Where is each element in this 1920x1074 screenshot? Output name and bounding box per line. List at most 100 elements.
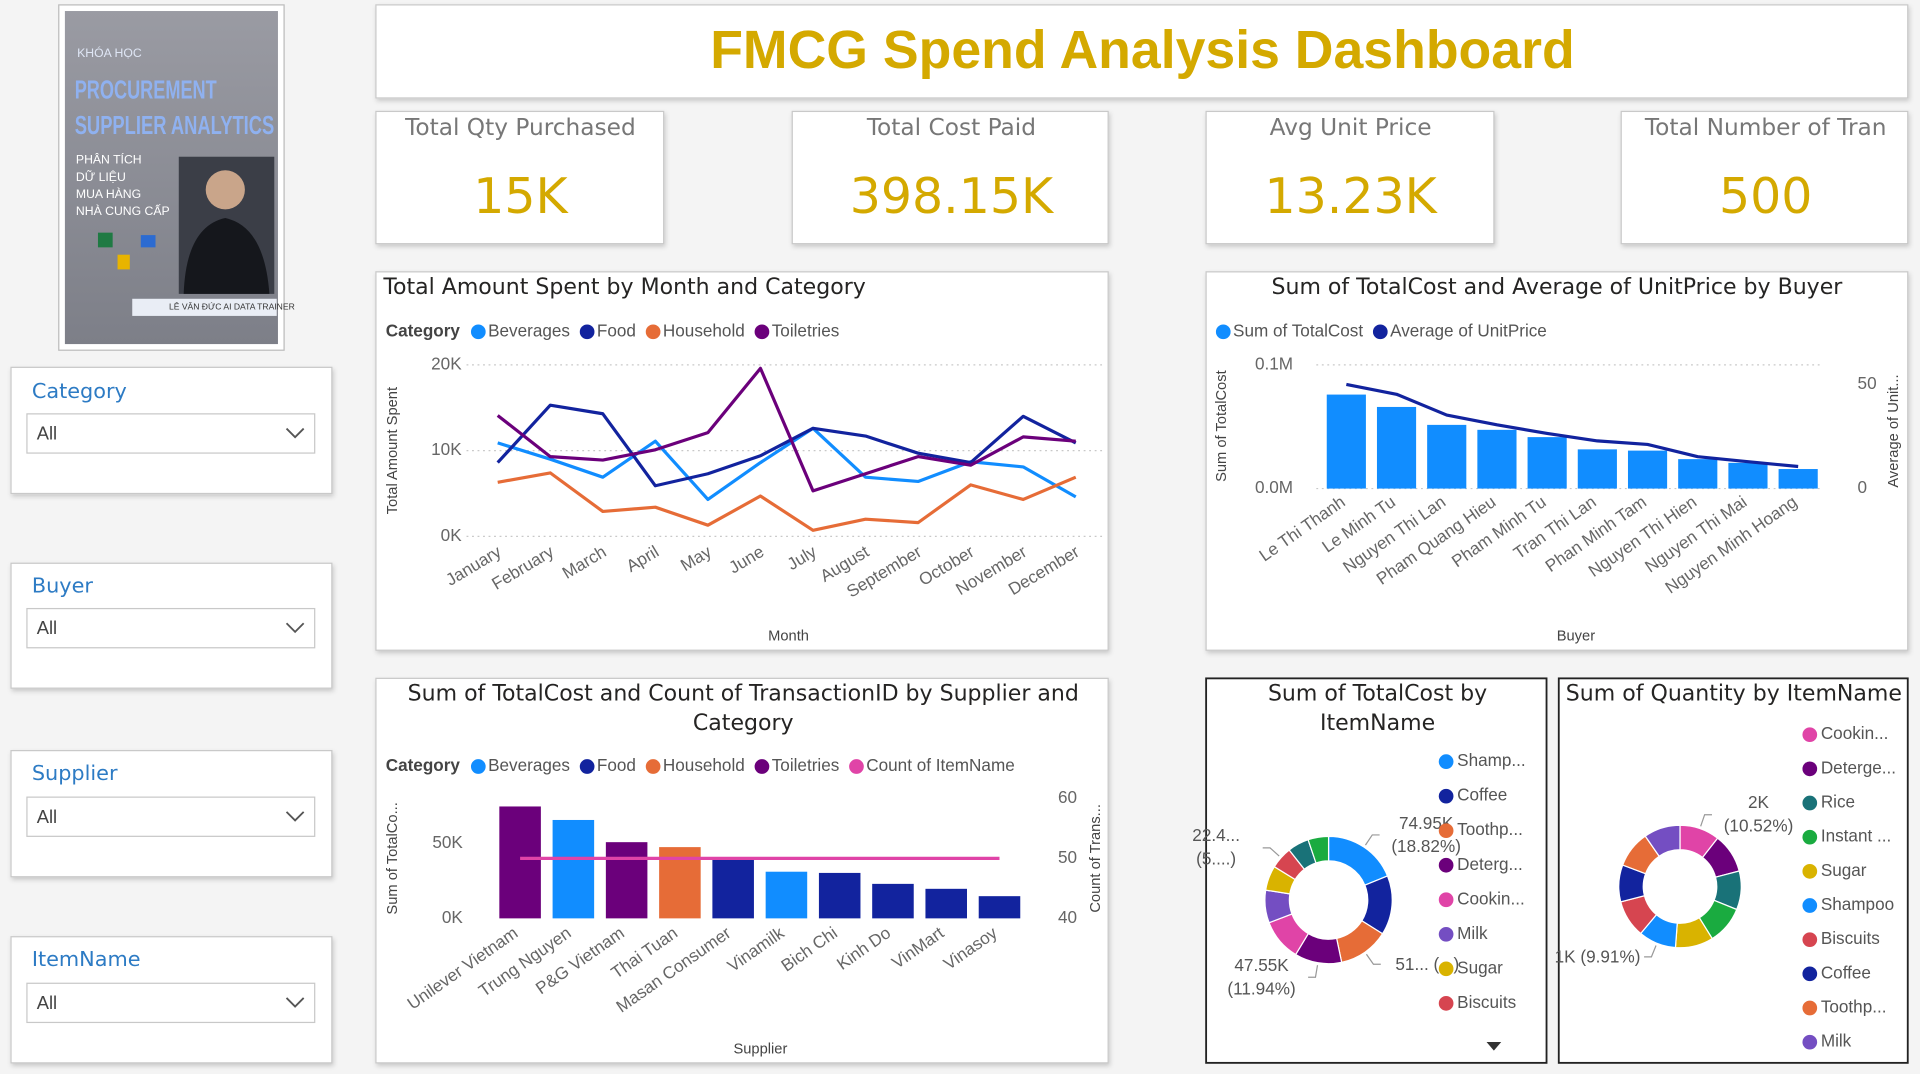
legend-label: Beverages	[488, 755, 570, 775]
cover-title: SUPPLIER ANALYTICS	[75, 112, 275, 140]
y2-tick-label: 0	[1858, 477, 1868, 497]
dropdown-chevron	[285, 622, 305, 634]
series-line	[497, 471, 1077, 532]
legend-marker	[849, 759, 864, 774]
cover-photo-body	[183, 217, 270, 294]
legend-marker	[645, 324, 661, 340]
legend-marker	[1802, 727, 1818, 743]
legend-scroll-arrow[interactable]	[1486, 1042, 1502, 1051]
cover-author: LÊ VĂN ĐỨC AI DATA TRAINER	[169, 302, 295, 312]
chart-title: Sum of TotalCost and Count of Transactio…	[407, 680, 1079, 736]
y-tick-label: 0.0M	[1255, 477, 1293, 497]
legend-marker	[1802, 1000, 1818, 1016]
y-axis-title: Sum of TotalCost	[1214, 370, 1230, 482]
legend-label: Average of UnitPrice	[1390, 320, 1547, 340]
legend-label: Toothp...	[1457, 819, 1523, 839]
legend-marker	[470, 324, 486, 340]
chart-title-box: Sum of TotalCost and Average of UnitPric…	[1271, 274, 1842, 300]
data-label-box: 47.55K (11.94%)	[1227, 955, 1296, 999]
kpi-value: 15K	[473, 168, 569, 225]
legend-label: Rice	[1821, 792, 1855, 812]
slicer-label: Supplier	[32, 761, 118, 785]
dropdown-chevron	[285, 811, 305, 822]
bar	[1678, 459, 1718, 489]
kpi-value: 13.23K	[1264, 168, 1438, 225]
legend-label: Deterg...	[1457, 854, 1523, 874]
kpi-card	[791, 110, 1109, 245]
chart-title-box: Sum of Quantity by ItemName	[1565, 680, 1902, 707]
slicer-dropdown[interactable]	[26, 607, 316, 649]
y-tick-label: 0K	[442, 907, 464, 927]
x-axis-title: Month	[768, 629, 809, 645]
legend-marker	[1438, 754, 1454, 769]
chart-title: Sum of Quantity by ItemName	[1565, 680, 1902, 707]
bar	[978, 896, 1021, 919]
data-label: 47.55K (11.94%)	[1227, 955, 1296, 999]
legend-label: Toiletries	[772, 320, 840, 340]
slicer-dropdown[interactable]	[26, 796, 316, 837]
legend-label: Biscuits	[1457, 992, 1516, 1012]
legend-title: Category	[386, 320, 461, 340]
cover-subtitle: DỮ LIỆU	[76, 169, 126, 184]
label-leader	[1262, 847, 1280, 857]
series-line	[497, 426, 1077, 502]
x-axis-title: Supplier	[733, 1041, 787, 1057]
series-line	[496, 366, 1076, 493]
header-box	[375, 4, 1909, 99]
bar	[1527, 437, 1567, 489]
label-leader	[1364, 834, 1380, 846]
chart-title-box: Sum of TotalCost and Count of Transactio…	[407, 680, 1079, 736]
cover-icon	[140, 235, 156, 248]
y2-axis-title: Average of Unit...	[1886, 374, 1902, 487]
legend-marker	[1802, 761, 1818, 777]
legend-marker	[579, 324, 595, 340]
data-label-box: 22.4... (5....)	[1192, 826, 1240, 869]
legend-marker	[1802, 898, 1818, 913]
y-tick-label: 50K	[432, 832, 463, 852]
legend-marker	[1438, 996, 1454, 1011]
legend-marker	[1438, 857, 1454, 873]
legend-label: Milk	[1457, 923, 1488, 943]
slicer-value: All	[37, 992, 57, 1013]
slicer-value: All	[37, 806, 57, 827]
legend-label: Instant ...	[1821, 826, 1891, 846]
legend-label: Coffee	[1821, 962, 1871, 982]
bar	[872, 883, 914, 919]
y2-tick-label: 40	[1058, 907, 1077, 927]
legend-label: Sugar	[1821, 860, 1867, 880]
label-leader	[1365, 953, 1381, 965]
data-label-box: 1K (9.91%)	[1555, 946, 1641, 966]
cover-course: KHÓA HỌC	[77, 45, 142, 60]
legend-marker	[1802, 829, 1818, 845]
legend-marker	[1438, 823, 1454, 839]
bar	[765, 871, 808, 919]
y-tick-label: 0K	[441, 525, 463, 545]
slicer-dropdown[interactable]	[26, 413, 316, 454]
legend-label: Beverages	[488, 320, 570, 340]
y-tick-label: 0.1M	[1255, 353, 1293, 373]
bar	[1577, 449, 1617, 489]
chart-title-box: Total Amount Spent by Month and Category	[383, 274, 866, 300]
legend-marker	[579, 759, 595, 774]
data-label-box: 2K (10.52%)	[1724, 793, 1794, 836]
dropdown-chevron	[285, 997, 305, 1008]
legend-marker	[754, 324, 770, 340]
cover-photo-face	[205, 170, 245, 210]
legend-label: Count of ItemName	[866, 755, 1014, 775]
kpi-label: Total Qty Purchased	[404, 114, 636, 141]
series-line	[496, 403, 1077, 488]
donut-slice	[1644, 824, 1681, 858]
donut-slice	[1307, 835, 1330, 864]
bar	[818, 872, 861, 919]
kpi-card	[1205, 110, 1495, 245]
kpi-value: 500	[1719, 168, 1812, 225]
legend-label: Toiletries	[772, 755, 840, 775]
y-tick-label: 10K	[431, 439, 462, 459]
slicer-dropdown[interactable]	[26, 982, 316, 1024]
bar	[712, 859, 754, 919]
legend-marker	[1802, 795, 1818, 811]
kpi-label: Total Cost Paid	[866, 114, 1036, 141]
kpi-label: Total Number of Tran	[1644, 114, 1887, 141]
legend-label: Deterge...	[1821, 757, 1896, 777]
